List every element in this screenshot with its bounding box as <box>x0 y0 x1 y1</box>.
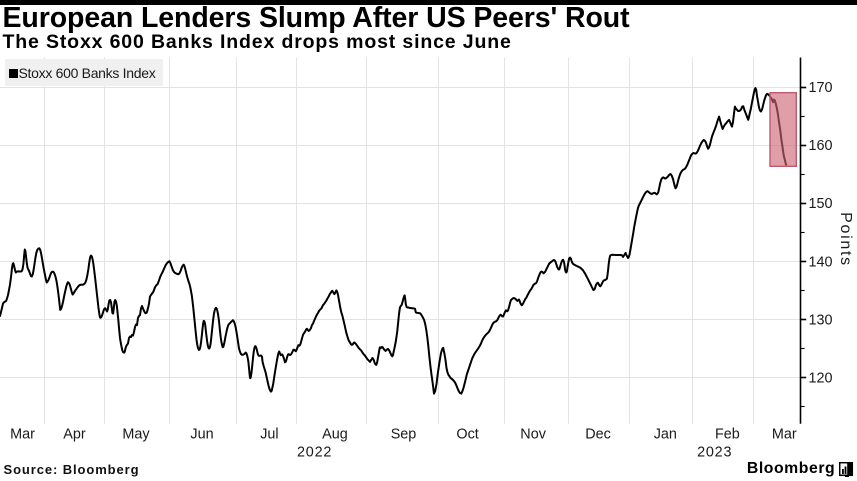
svg-text:120: 120 <box>808 370 832 386</box>
svg-text:Points: Points <box>837 212 854 267</box>
svg-text:140: 140 <box>808 254 832 270</box>
svg-text:160: 160 <box>808 138 832 154</box>
svg-text:Feb: Feb <box>715 427 740 443</box>
svg-text:May: May <box>122 427 150 443</box>
svg-text:Jul: Jul <box>260 427 278 443</box>
svg-text:Mar: Mar <box>772 427 797 443</box>
svg-text:130: 130 <box>808 312 832 328</box>
svg-text:Jan: Jan <box>654 427 677 443</box>
svg-text:Mar: Mar <box>10 427 35 443</box>
svg-text:170: 170 <box>808 80 832 96</box>
svg-text:2022: 2022 <box>297 444 332 460</box>
svg-text:Aug: Aug <box>322 427 348 443</box>
svg-text:Nov: Nov <box>520 427 546 443</box>
svg-text:Sep: Sep <box>391 427 417 443</box>
svg-text:Dec: Dec <box>585 427 611 443</box>
svg-text:Oct: Oct <box>456 427 478 443</box>
svg-text:2023: 2023 <box>697 444 732 460</box>
svg-text:150: 150 <box>808 196 832 212</box>
svg-text:Apr: Apr <box>63 427 86 443</box>
svg-text:Jun: Jun <box>190 427 213 443</box>
